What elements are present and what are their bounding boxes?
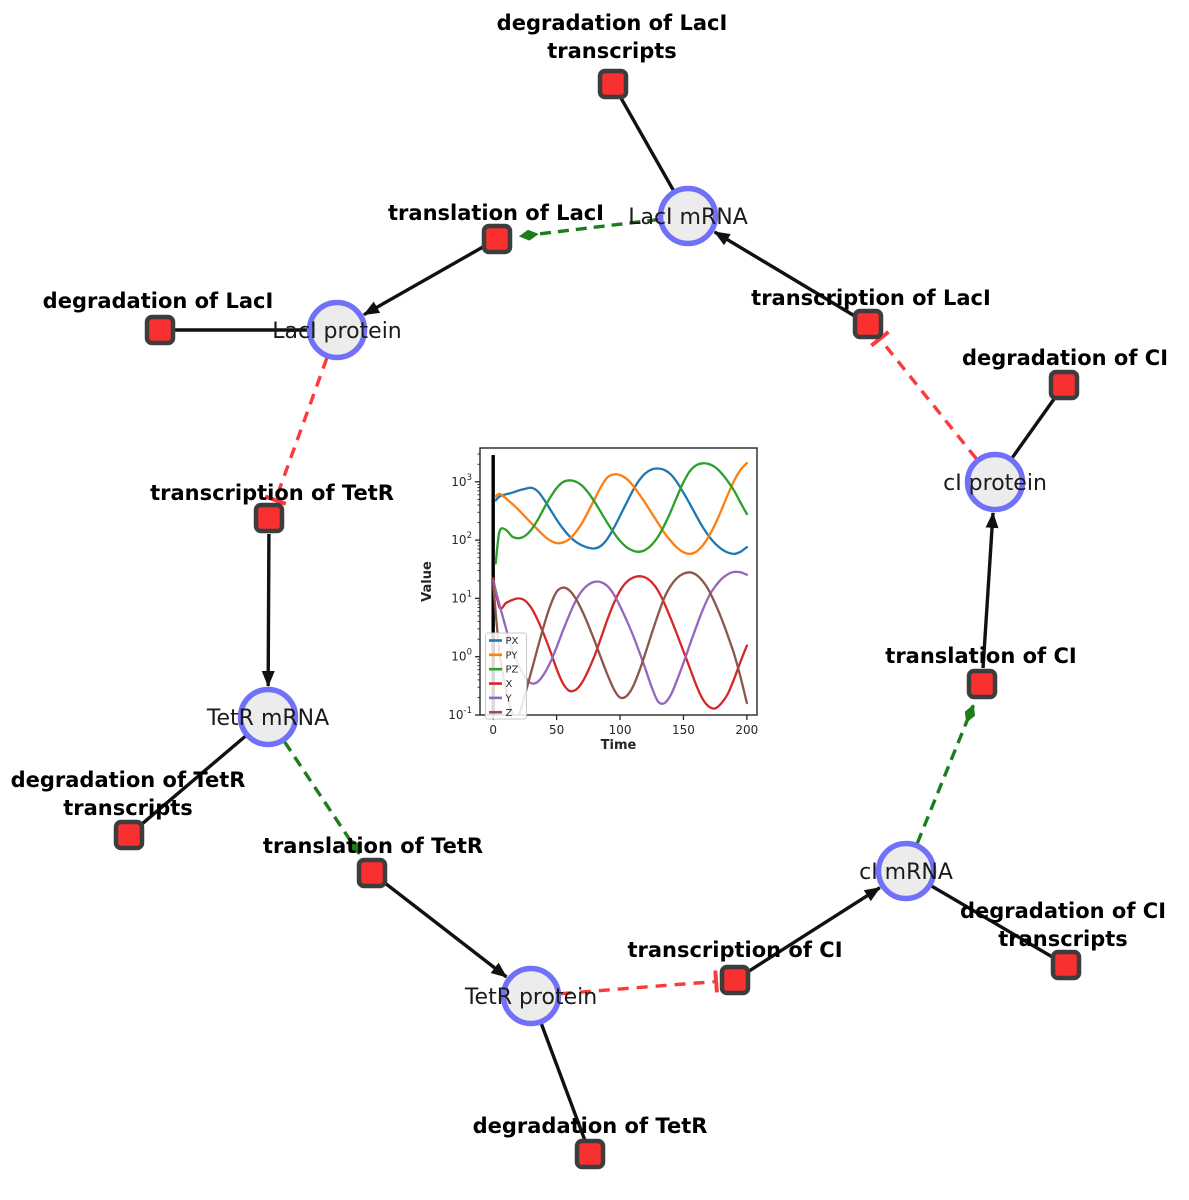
series-PX <box>494 467 749 556</box>
series-X <box>492 575 749 710</box>
reaction-label-transcription_laci: transcription of LacI <box>751 286 991 310</box>
edges-layer <box>137 94 1058 1143</box>
legend-label-PZ: PZ <box>506 665 519 676</box>
edge-inhibition-laci_protein-transcription_tetr <box>264 357 329 506</box>
reaction-node-deg_ci_transcripts[interactable] <box>1050 949 1082 981</box>
x-tick-label: 0 <box>489 723 497 737</box>
edge-consumption-tetr_mrna-deg_tetr_transcripts <box>137 733 248 828</box>
species-node-tetr_protein[interactable] <box>500 965 562 1027</box>
reaction-label-translation_laci: translation of LacI <box>388 201 604 225</box>
reaction-node-transcription_tetr[interactable] <box>253 502 285 534</box>
edge-inhibition-ci_protein-transcription_laci <box>870 330 978 460</box>
edge-production-transcription_tetr-tetr_mrna <box>261 533 275 688</box>
x-tick-label: 50 <box>549 723 564 737</box>
reaction-label-translation_tetr: translation of TetR <box>263 834 483 858</box>
edge-production-transcription_laci-laci_mrna <box>713 230 856 318</box>
legend-label-Y: Y <box>505 693 513 704</box>
y-tick-label: 103 <box>451 473 472 489</box>
nodes-layer <box>113 68 1082 1170</box>
reaction-label-deg_tetr_transcripts-line2: transcripts <box>63 796 193 820</box>
edge-modifier-tetr_mrna-translation_tetr <box>283 741 361 855</box>
species-node-ci_protein[interactable] <box>964 451 1026 513</box>
y-tick-label: 10-1 <box>448 706 472 722</box>
edge-inhibition-tetr_protein-transcription_ci <box>560 970 719 996</box>
edge-consumption-tetr_protein-deg_tetr <box>539 1021 588 1143</box>
species-label-ci_protein: cI protein <box>943 471 1047 496</box>
edge-modifier-laci_mrna-translation_laci <box>518 217 659 241</box>
series-PY <box>494 461 749 556</box>
edge-production-translation_laci-laci_protein <box>363 245 484 317</box>
series-Z <box>492 571 749 715</box>
reaction-label-transcription_ci: transcription of CI <box>627 938 842 962</box>
edge-production-translation_ci-ci_protein <box>981 511 999 669</box>
reaction-node-deg_tetr_transcripts[interactable] <box>113 819 145 851</box>
reaction-label-deg_ci_transcripts-line2: transcripts <box>998 927 1128 951</box>
reaction-node-transcription_ci[interactable] <box>719 964 751 996</box>
reaction-label-deg_laci_transcripts: degradation of LacI <box>497 11 728 35</box>
reaction-node-translation_laci[interactable] <box>481 223 513 255</box>
species-label-ci_mrna: cI mRNA <box>859 860 953 885</box>
reaction-node-translation_ci[interactable] <box>966 668 998 700</box>
reaction-node-deg_ci[interactable] <box>1048 369 1080 401</box>
edge-production-translation_tetr-tetr_protein <box>383 881 508 979</box>
species-node-tetr_mrna[interactable] <box>237 686 299 748</box>
series-Y <box>492 570 749 705</box>
legend-label-PX: PX <box>506 636 519 647</box>
reaction-label-transcription_tetr: transcription of TetR <box>150 481 394 505</box>
reaction-node-deg_tetr[interactable] <box>574 1138 606 1170</box>
edge-modifier-ci_mrna-translation_ci <box>915 704 976 844</box>
reaction-label-deg_tetr_transcripts: degradation of TetR <box>11 768 246 792</box>
reaction-node-translation_tetr[interactable] <box>356 857 388 889</box>
reaction-label-deg_laci: degradation of LacI <box>43 289 274 313</box>
reaction-node-deg_laci_transcripts[interactable] <box>597 68 629 100</box>
species-label-tetr_mrna: TetR mRNA <box>206 706 329 731</box>
legend-label-Z: Z <box>506 708 513 719</box>
reaction-label-deg_tetr: degradation of TetR <box>473 1114 708 1138</box>
y-tick-label: 101 <box>451 589 472 605</box>
x-tick-label: 100 <box>609 723 632 737</box>
legend-label-X: X <box>506 679 513 690</box>
labels-layer: degradation of LacI transcripts translatio… <box>11 11 1168 1138</box>
series-PZ <box>494 462 749 565</box>
edge-consumption-ci_mrna-deg_ci_transcripts <box>929 883 1056 960</box>
x-tick-label: 200 <box>735 723 758 737</box>
species-label-laci_protein: LacI protein <box>272 319 402 344</box>
reaction-label-deg_laci_transcripts-line2: transcripts <box>547 39 677 63</box>
species-label-laci_mrna: LacI mRNA <box>628 205 748 230</box>
y-axis-label: Value <box>420 561 435 602</box>
edge-consumption-ci_protein-deg_ci <box>1009 394 1058 461</box>
x-axis-label: Time <box>601 738 637 753</box>
species-node-ci_mrna[interactable] <box>875 840 937 902</box>
reaction-label-translation_ci: translation of CI <box>885 644 1076 668</box>
species-label-tetr_protein: TetR protein <box>464 985 597 1010</box>
chart-series-layer <box>492 461 749 715</box>
edge-consumption-laci_mrna-deg_laci_transcripts <box>617 94 676 193</box>
y-tick-label: 100 <box>451 648 472 664</box>
species-node-laci_protein[interactable] <box>306 299 368 361</box>
reaction-label-deg_ci_transcripts: degradation of CI <box>960 899 1166 923</box>
legend-label-PY: PY <box>506 650 519 661</box>
y-tick-label: 102 <box>451 531 472 547</box>
x-tick-label: 150 <box>672 723 695 737</box>
chart-legend: PX PY PZ XYZ <box>485 632 527 720</box>
reaction-label-deg_ci: degradation of CI <box>962 346 1168 370</box>
reaction-node-transcription_laci[interactable] <box>852 308 884 340</box>
edge-production-transcription_ci-ci_mrna <box>747 886 881 973</box>
reaction-node-deg_laci[interactable] <box>144 314 176 346</box>
species-node-laci_mrna[interactable] <box>657 185 719 247</box>
